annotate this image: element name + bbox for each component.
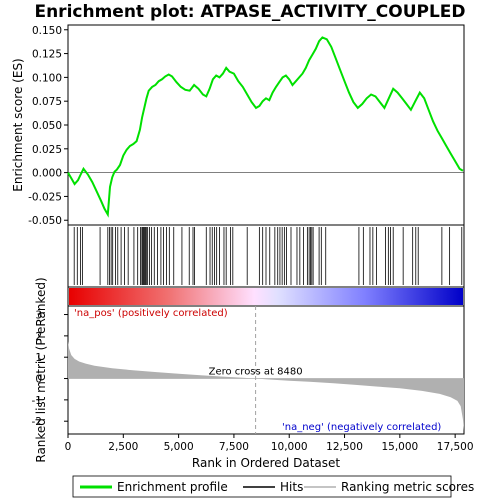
metric-panel — [67, 305, 465, 435]
es-y-tick-label: -0.025 — [28, 191, 62, 203]
x-tick-label: 12,500 — [326, 441, 363, 453]
x-tick-label: 0 — [65, 441, 72, 453]
legend-hits-label: Hits — [280, 480, 303, 494]
es-y-label: Enrichment score (ES) — [11, 58, 25, 191]
es-y-tick-label: 0.125 — [32, 49, 62, 61]
zero-cross-label: Zero cross at 8480 — [209, 367, 303, 378]
pos-label: 'na_pos' (positively correlated) — [74, 308, 228, 319]
x-tick-label: 5,000 — [164, 441, 194, 453]
x-tick-label: 2,500 — [108, 441, 138, 453]
x-tick-label: 10,000 — [271, 441, 308, 453]
metric-y-label: Ranked list metric (PreRanked) — [34, 277, 48, 462]
x-ticks: 0 2,500 5,000 7,500 10,000 12,500 15,000 17,500 — [65, 434, 474, 453]
x-tick-label: 17,500 — [437, 441, 474, 453]
legend-metric-label: Ranking metric scores — [341, 480, 474, 494]
ranking-metric-area — [68, 341, 464, 431]
metric-y-tick-label: 2 — [35, 331, 42, 343]
es-y-tick-label: 0.025 — [32, 144, 62, 156]
es-y-tick-label: 0.150 — [32, 25, 62, 37]
neg-label: 'na_neg' (negatively correlated) — [282, 422, 441, 433]
rank-color-bar — [69, 288, 463, 305]
x-tick-label: 15,000 — [381, 441, 418, 453]
hits-marks — [73, 227, 463, 285]
legend-enrichment-label: Enrichment profile — [117, 480, 228, 494]
es-y-ticks: -0.050 -0.025 0.000 0.025 0.050 0.075 0.100 0.1… — [28, 25, 68, 227]
metric-y-tick-label: 3 — [35, 310, 42, 322]
es-y-tick-label: 0.075 — [32, 96, 62, 108]
es-y-tick-label: -0.050 — [28, 215, 62, 227]
es-y-tick-label: 0.100 — [32, 72, 62, 84]
metric-y-tick-label: 0 — [35, 374, 42, 386]
es-panel — [67, 24, 465, 226]
metric-y-tick-label: -1 — [32, 395, 42, 407]
metric-y-tick-label: -2 — [32, 416, 42, 428]
es-y-tick-label: 0.000 — [32, 168, 62, 180]
x-tick-label: 7,500 — [219, 441, 249, 453]
chart-title: Enrichment plot: ATPASE_ACTIVITY_COUPLED — [34, 2, 465, 22]
enrichment-profile-line — [67, 36, 464, 218]
metric-y-tick-label: 1 — [35, 352, 42, 364]
x-label: Rank in Ordered Dataset — [192, 456, 340, 470]
es-y-tick-label: 0.050 — [32, 120, 62, 132]
metric-y-ticks: -2 -1 0 1 2 3 — [32, 310, 68, 428]
